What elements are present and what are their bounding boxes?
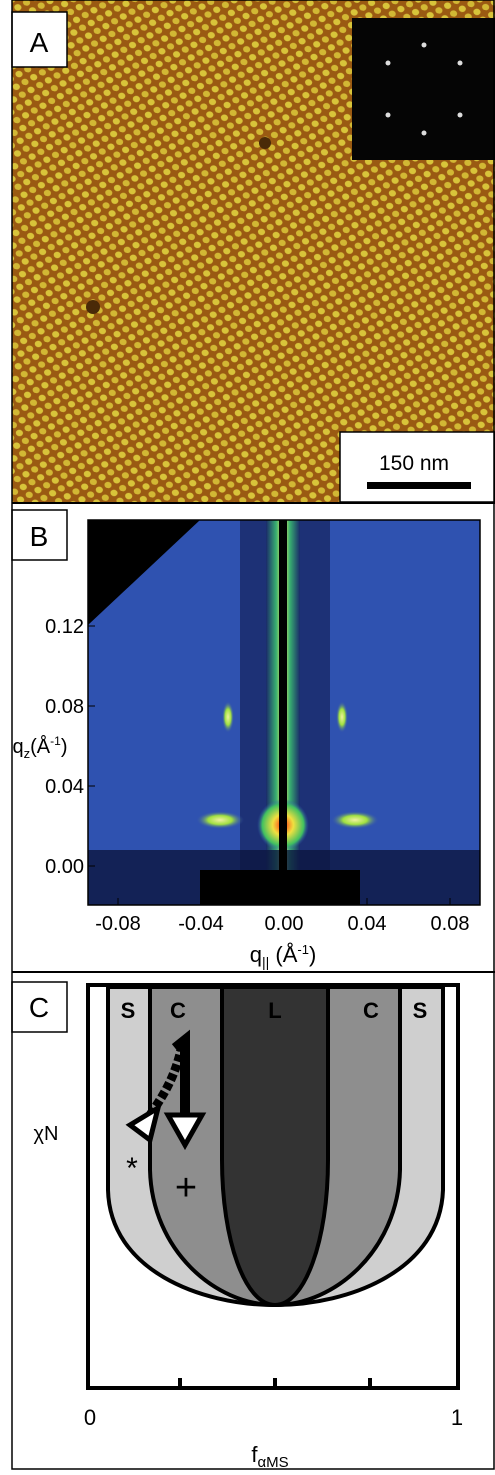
x-tick-label: 0.04 (348, 913, 387, 935)
panel-label: B (30, 521, 49, 552)
arrow-head (125, 1102, 162, 1145)
panel-a: A 150 nm (11, 0, 495, 503)
panel-b: -0.08 -0.04 0.00 0.04 0.08 0.00 0.04 0.08 0.12 B… (11, 509, 481, 970)
marker-label: + (175, 1167, 197, 1209)
arrow-head (163, 1112, 207, 1151)
peak (196, 811, 244, 829)
panel-label: A (30, 27, 49, 58)
region-label: C (170, 998, 186, 1023)
scale-bar (367, 482, 471, 489)
defect (86, 300, 100, 314)
figure-frame (11, 0, 495, 1470)
y-tick-label: 0.12 (45, 616, 84, 638)
shadow (88, 520, 200, 625)
arrow-shaft (171, 1029, 190, 1115)
panel-label-box (11, 11, 68, 68)
x-tick-label: 0.08 (431, 913, 470, 935)
panel-c: S C L C S * + χN 0 1 fαMS C (11, 981, 463, 1471)
beamstop (200, 870, 360, 905)
x-tick-label: -0.04 (178, 913, 224, 935)
y-tick-label: 0.08 (45, 696, 84, 718)
peak (336, 701, 348, 733)
marker-label: * (126, 1152, 138, 1185)
region-label: L (268, 998, 281, 1023)
x-tick-label: -0.08 (95, 913, 141, 935)
peak (331, 811, 379, 829)
y-axis-label: qz(Å-1) (13, 734, 68, 761)
x-tick-label: 0.00 (265, 913, 304, 935)
peak (222, 701, 234, 733)
beam-gap (279, 520, 287, 870)
region-label: S (121, 998, 136, 1023)
region-label: C (363, 998, 379, 1023)
x-tick-label: 1 (451, 1405, 463, 1430)
x-tick-label: 0 (84, 1405, 96, 1430)
y-tick-label: 0.04 (45, 776, 84, 798)
panel-label-box (11, 509, 68, 561)
scale-bar-label: 150 nm (379, 452, 449, 475)
x-axis-label: fαMS (251, 1442, 288, 1470)
fft-spots (385, 42, 463, 136)
region-label: S (413, 998, 428, 1023)
defect (259, 137, 271, 149)
scale-bar-box (339, 431, 495, 503)
y-tick-label: 0.00 (45, 856, 84, 878)
y-axis-label: χN (34, 1123, 59, 1145)
panel-label: C (29, 992, 49, 1023)
x-axis-label: q|| (Å-1) (250, 942, 317, 970)
lamellar-region (220, 985, 330, 1308)
fft-inset (352, 18, 495, 160)
